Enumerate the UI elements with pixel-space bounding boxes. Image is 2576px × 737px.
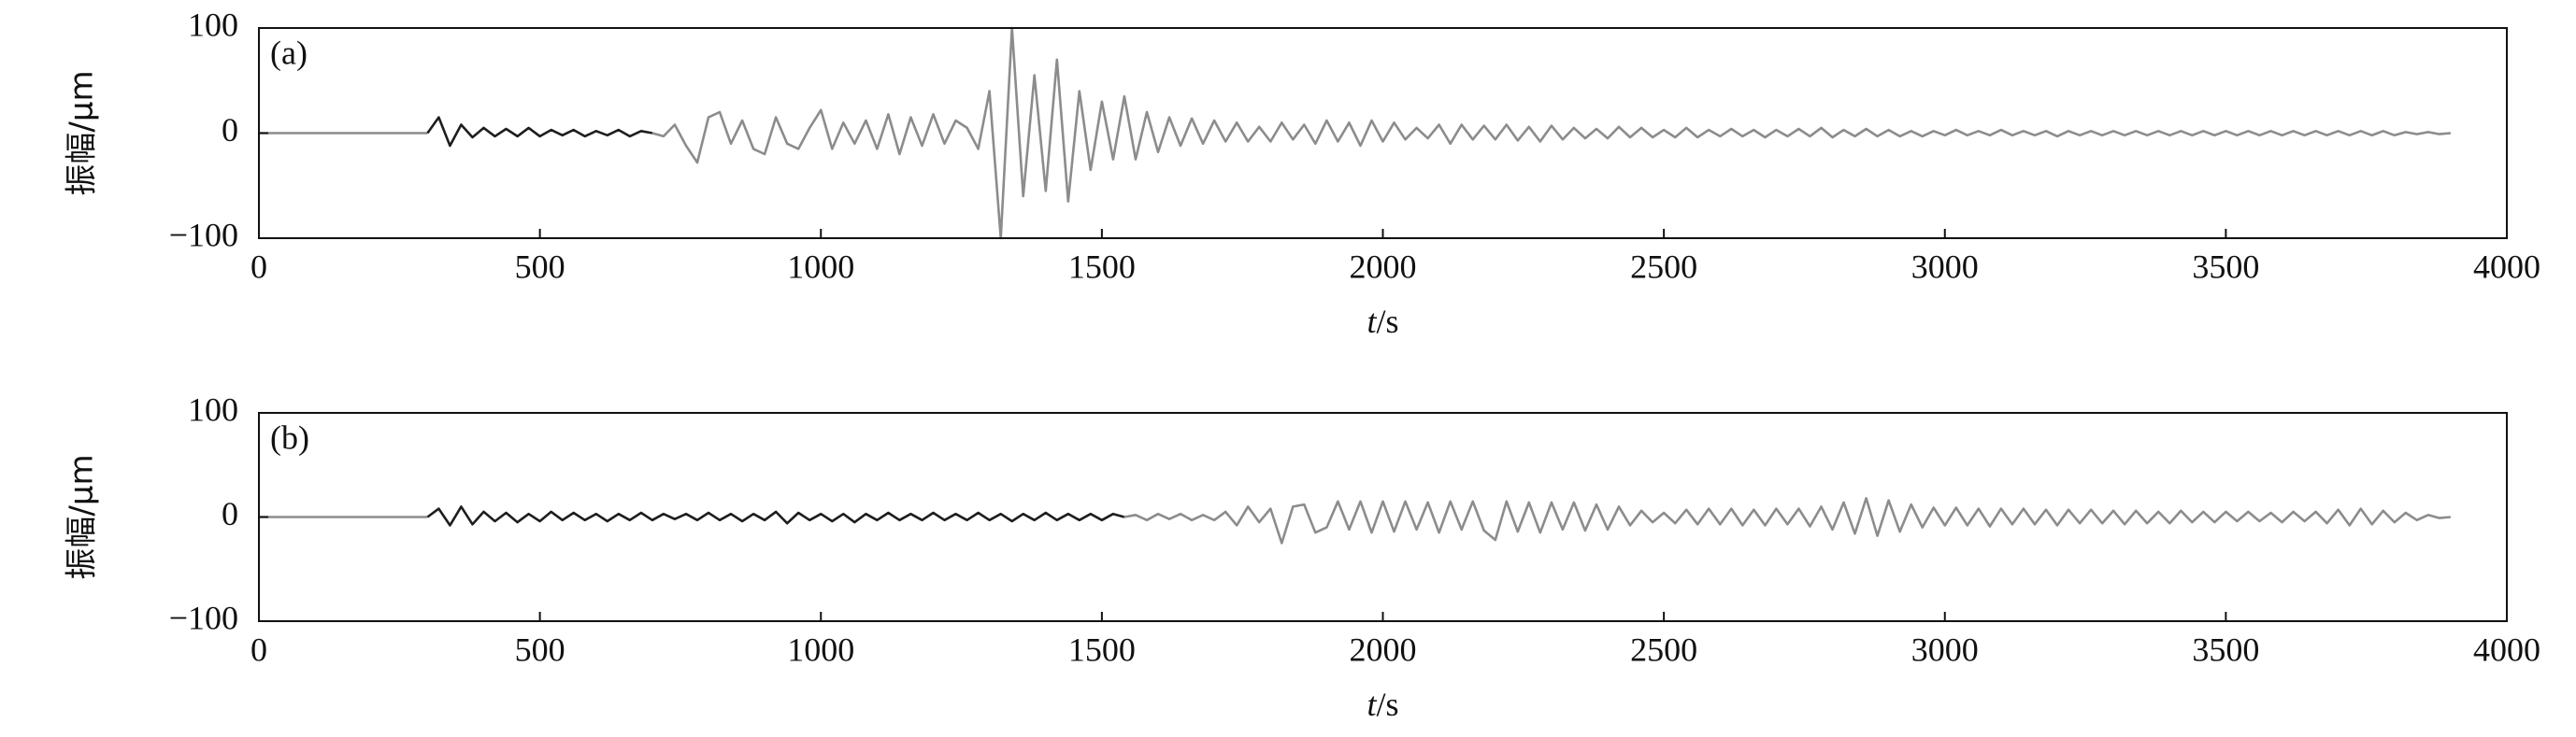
- x-tick-label: 4000: [2473, 631, 2540, 668]
- plot-frame: [258, 412, 2508, 622]
- y-axis-label: 振幅/μm: [64, 70, 101, 195]
- x-tick-label: 2500: [1630, 631, 1697, 668]
- panel-label: (a): [270, 34, 308, 71]
- x-tick-label: 3000: [1911, 248, 1979, 285]
- y-tick-label: 100: [188, 6, 238, 43]
- waveform: [651, 26, 2452, 240]
- waveform: [1123, 497, 2452, 545]
- x-tick-label: 1500: [1068, 248, 1136, 285]
- x-tick-label: 500: [515, 248, 565, 285]
- x-tick-label: 1000: [787, 248, 854, 285]
- x-tick-label: 4000: [2473, 248, 2540, 285]
- chart: 0 500 1000 1500 2000 2500 3000 3500 4000 −100 0 100…: [64, 390, 2541, 723]
- chart: 0 500 1000 1500 2000 2500 3000 3500 4000 −100 0 100…: [64, 6, 2541, 340]
- y-tick-label: 0: [222, 495, 238, 532]
- y-tick-label: 100: [188, 390, 238, 428]
- x-tick-label: 0: [250, 631, 267, 668]
- x-tick-label: 500: [515, 631, 565, 668]
- x-tick-label: 2000: [1350, 248, 1417, 285]
- waveform: [426, 505, 1125, 527]
- x-axis-label: t/s: [1367, 686, 1398, 723]
- x-tick-label: 1500: [1068, 631, 1136, 668]
- x-tick-label: 3500: [2192, 631, 2259, 668]
- y-tick-label: −100: [169, 216, 238, 253]
- x-axis-label: t/s: [1367, 303, 1398, 340]
- x-tick-label: 2000: [1350, 631, 1417, 668]
- waveform: [426, 116, 653, 148]
- x-tick-label: 1000: [787, 631, 854, 668]
- x-tick-label: 3500: [2192, 248, 2259, 285]
- plot-frame: [258, 27, 2508, 239]
- x-tick-label: 3000: [1911, 631, 1979, 668]
- y-tick-label: 0: [222, 111, 238, 149]
- panel-label: (b): [270, 418, 309, 456]
- y-axis-label: 振幅/μm: [64, 454, 101, 579]
- x-tick-label: 2500: [1630, 248, 1697, 285]
- x-tick-label: 0: [250, 248, 267, 285]
- y-tick-label: −100: [169, 599, 238, 636]
